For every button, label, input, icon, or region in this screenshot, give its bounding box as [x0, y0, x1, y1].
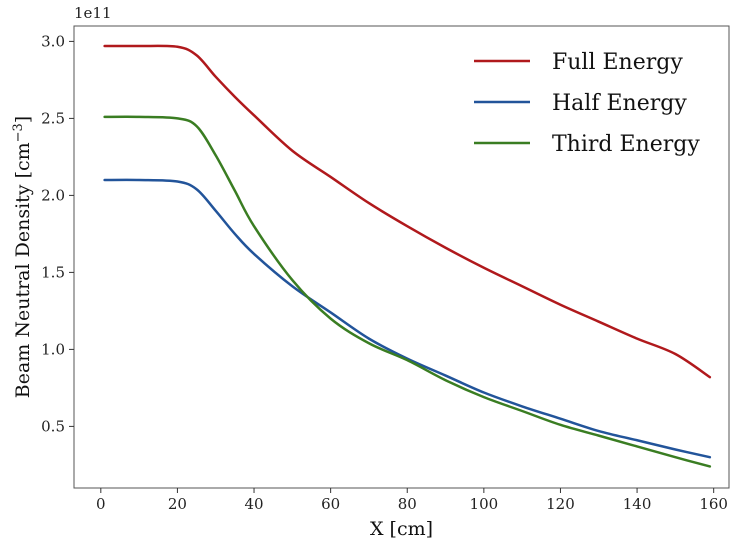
x-tick-label: 40: [244, 495, 263, 513]
y-tick-label: 1.5: [41, 263, 65, 281]
y-axis-label-close: ]: [12, 116, 34, 123]
legend-label-half-energy: Half Energy: [552, 91, 687, 116]
y-axis-label-exponent: −3: [11, 123, 26, 142]
y-tick-label: 3.0: [41, 32, 65, 50]
y-offset-label: 1e11: [74, 4, 112, 22]
x-tick-label: 60: [321, 495, 340, 513]
x-tick-label: 80: [398, 495, 417, 513]
x-tick-label: 100: [470, 495, 499, 513]
plot-area: [103, 44, 712, 468]
ticks: 0 20 40 60 80 100 120 140 160 0.5 1.0 1.5 2.0 2.5 3.0: [41, 32, 728, 513]
series-line-half-energy: [103, 178, 712, 459]
series-line-third-energy: [103, 115, 712, 468]
legend: Full Energy Half Energy Third Energy: [474, 50, 700, 157]
y-axis-label: Beam Neutral Density [cm−3]: [11, 116, 35, 398]
x-tick-label: 20: [168, 495, 187, 513]
y-tick-label: 2.5: [41, 109, 65, 127]
axes-frame: [73, 25, 730, 489]
y-tick-label: 0.5: [41, 417, 65, 435]
x-tick-label: 0: [96, 495, 106, 513]
series-line-full-energy: [103, 44, 712, 379]
x-tick-label: 140: [623, 495, 652, 513]
x-tick-label: 160: [699, 495, 728, 513]
legend-label-third-energy: Third Energy: [552, 132, 700, 157]
y-tick-label: 2.0: [41, 186, 65, 204]
x-axis-label: X [cm]: [370, 518, 433, 540]
legend-label-full-energy: Full Energy: [552, 50, 683, 75]
y-axis-label-text: Beam Neutral Density [cm: [12, 142, 34, 398]
y-tick-label: 1.0: [41, 340, 65, 358]
x-tick-label: 120: [546, 495, 575, 513]
